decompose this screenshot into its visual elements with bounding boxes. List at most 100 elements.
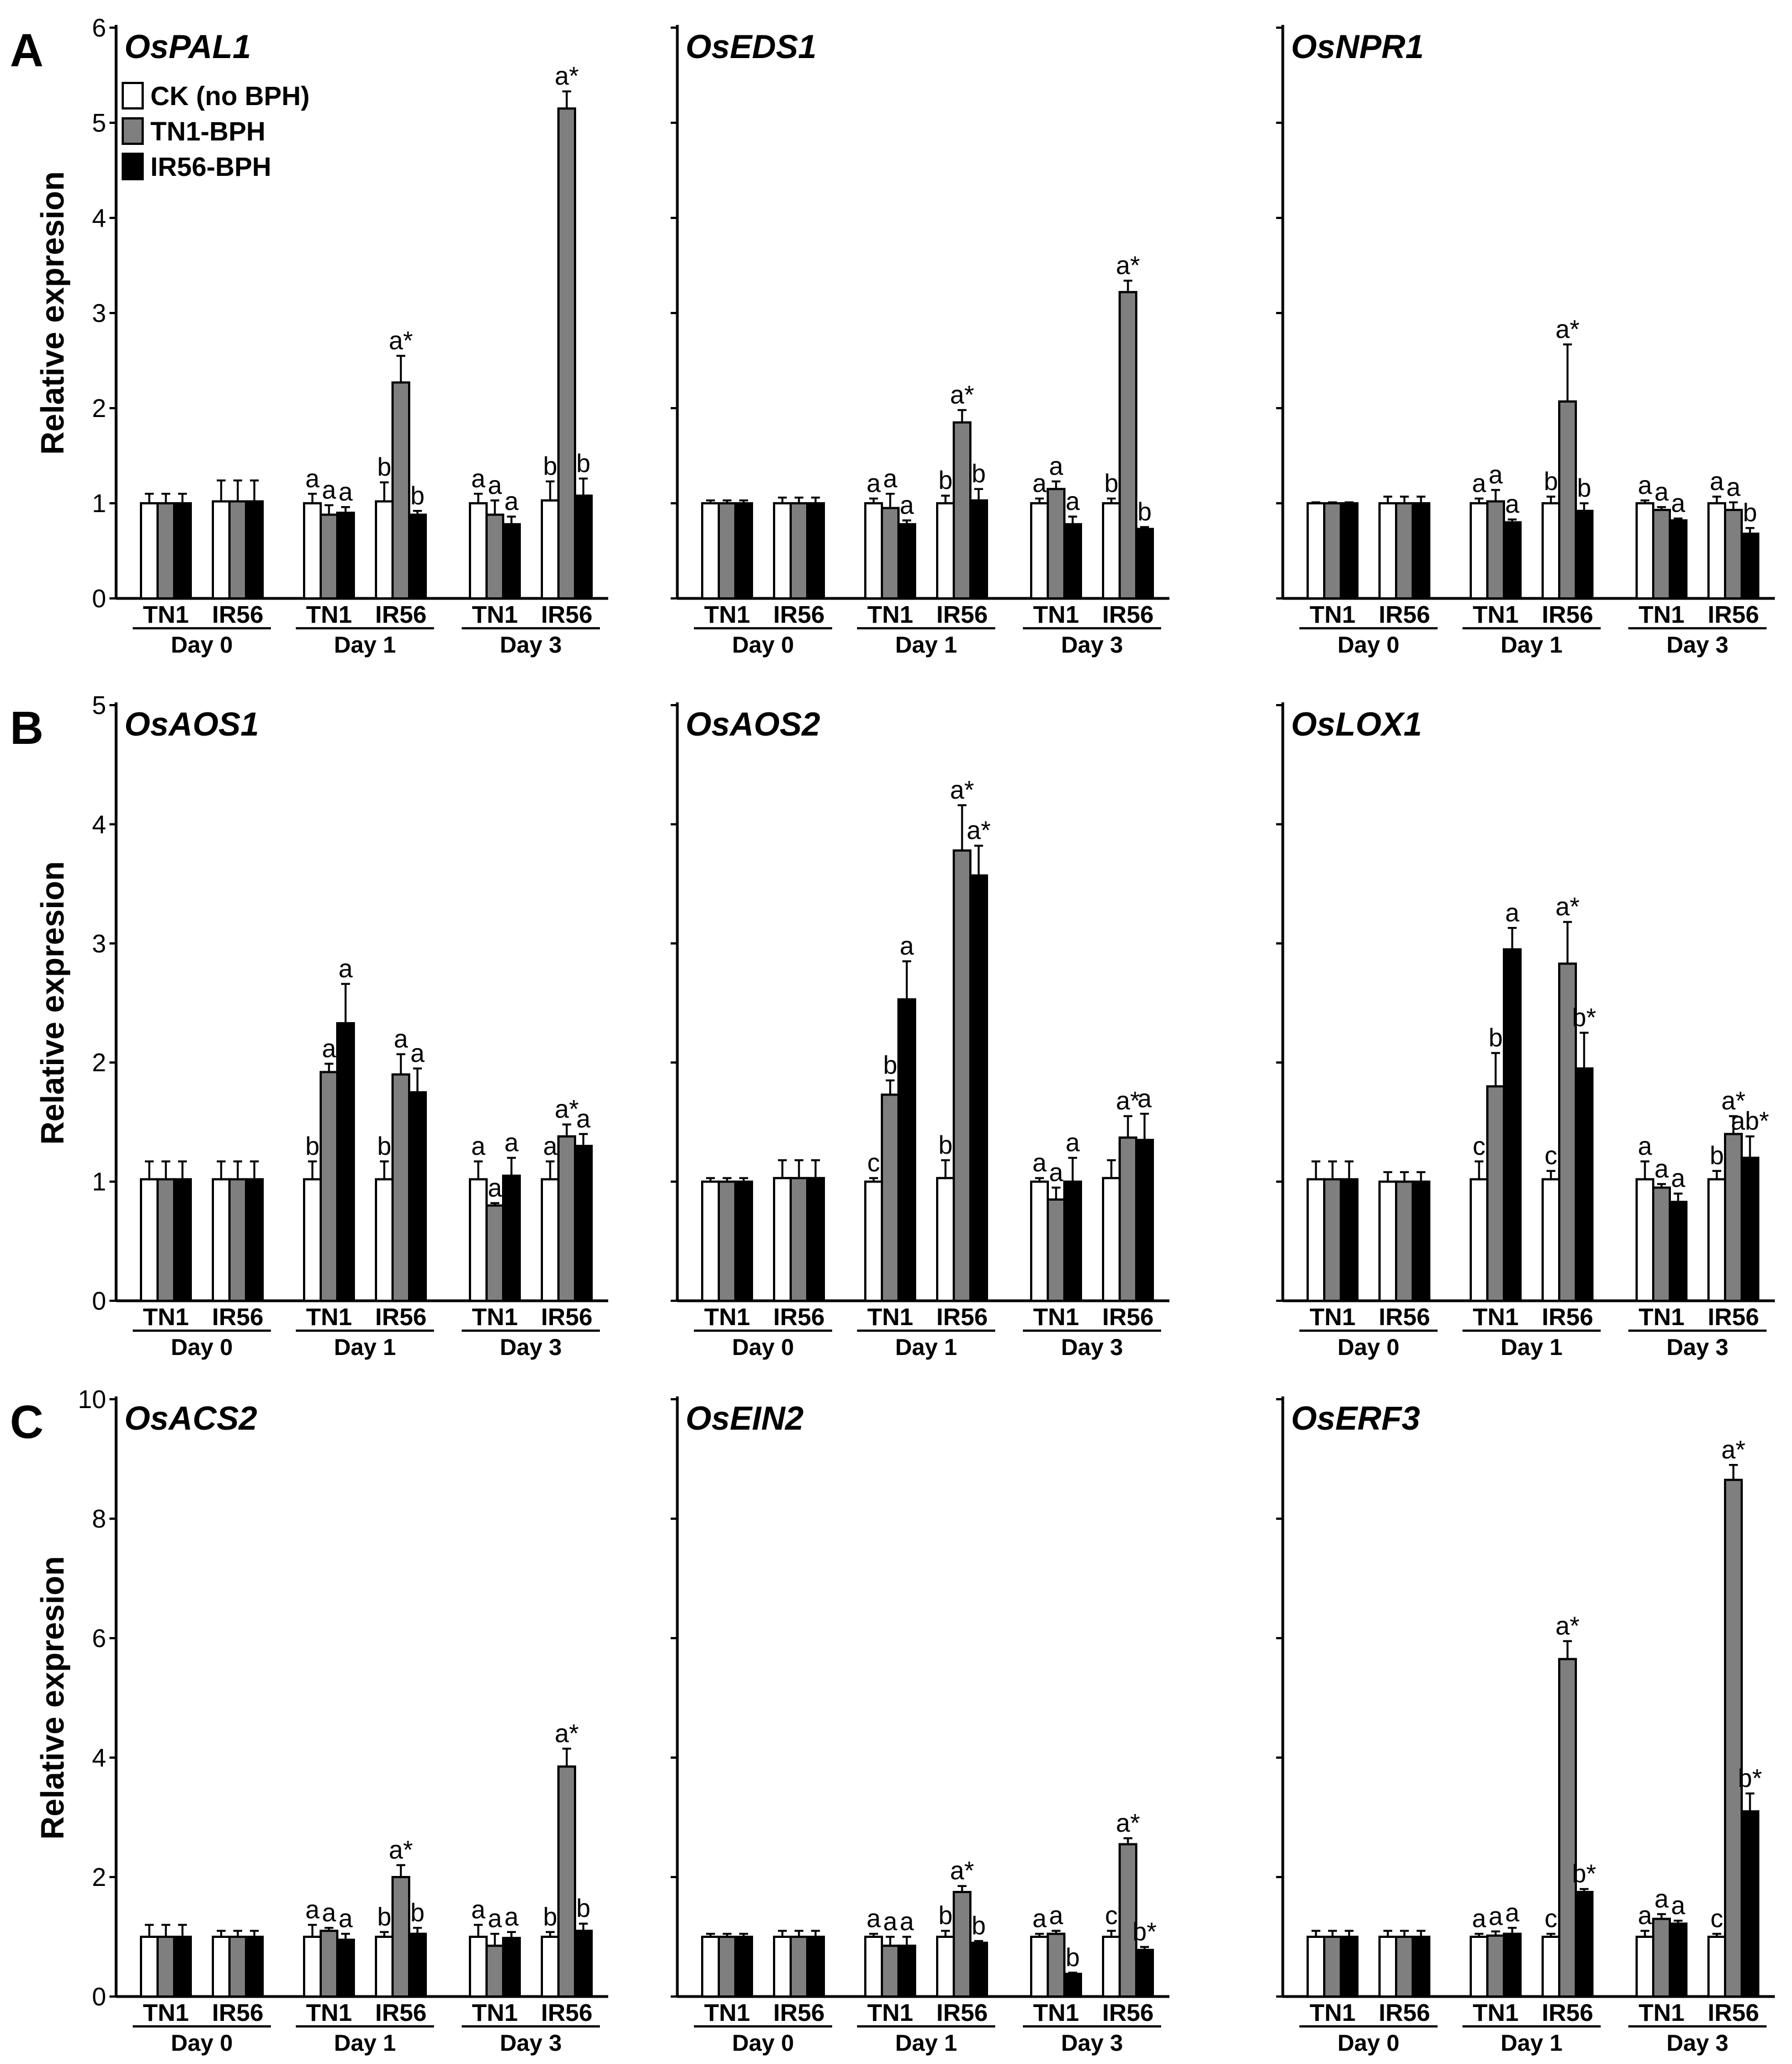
bar (1652, 1917, 1671, 1998)
gene-title: OsAOS2 (686, 706, 820, 743)
bar (375, 500, 394, 600)
bar (1135, 528, 1154, 600)
bar (1102, 502, 1121, 600)
x-tick-label: IR56 (1708, 1999, 1759, 2026)
bar (485, 1204, 504, 1302)
bar (701, 502, 720, 600)
bar (320, 1071, 338, 1302)
significance-label: a (1726, 472, 1741, 501)
day-label: Day 1 (334, 632, 396, 658)
y-tick-label: 6 (92, 1624, 106, 1653)
significance-label: a (394, 1024, 408, 1053)
bar (1378, 1936, 1397, 1998)
bar (734, 1936, 753, 1998)
significance-label: c (1473, 1132, 1486, 1160)
significance-label: a (1488, 1901, 1503, 1930)
significance-label: a (1032, 1148, 1047, 1177)
x-tick-label: TN1 (704, 1304, 750, 1331)
bar (1395, 1936, 1414, 1998)
bar (1119, 1843, 1137, 1998)
significance-label: a* (950, 775, 974, 804)
gene-title: OsERF3 (1291, 1400, 1420, 1437)
bar (1542, 502, 1560, 600)
significance-label: b (938, 1901, 953, 1930)
bar (1486, 1934, 1505, 1998)
significance-label: b (377, 452, 391, 481)
bar (1669, 1201, 1687, 1302)
significance-label: a (1671, 1891, 1685, 1920)
significance-label: c (1545, 1141, 1558, 1170)
significance-label: a* (950, 1856, 974, 1885)
bar (734, 1180, 753, 1302)
bar (734, 502, 753, 600)
panel-letter-C: C (10, 1396, 44, 1448)
significance-label: a* (1721, 1435, 1746, 1464)
x-tick-label: IR56 (212, 601, 264, 628)
significance-label: b (377, 1132, 391, 1160)
significance-label: a* (1555, 1611, 1580, 1640)
significance-label: a (305, 464, 320, 493)
row-A: A Relative expresion (10, 24, 71, 455)
significance-label: a (866, 468, 881, 497)
bar (1102, 1936, 1121, 1998)
bar (1135, 1139, 1154, 1302)
bar (864, 1936, 883, 1998)
significance-label: b* (1738, 1764, 1762, 1792)
x-tick-label: TN1 (704, 1999, 750, 2026)
bar (541, 1936, 560, 1998)
x-tick-label: IR56 (774, 1304, 825, 1331)
bar (408, 1932, 427, 1998)
bar (1030, 502, 1049, 600)
significance-label: b (1104, 468, 1119, 497)
bar (1378, 502, 1397, 600)
bar (1503, 521, 1522, 600)
significance-label: a (1472, 1904, 1486, 1933)
significance-label: c (1711, 1904, 1723, 1933)
significance-label: a (338, 477, 353, 506)
row-C: C Relative expresion (10, 1396, 71, 1839)
x-tick-label: IR56 (541, 601, 593, 628)
significance-label: b (938, 466, 953, 494)
bar (864, 1180, 883, 1302)
gene-title: OsNPR1 (1291, 28, 1424, 65)
significance-label: a* (1116, 251, 1140, 280)
x-tick-label: TN1 (1033, 601, 1079, 628)
y-tick-label: 0 (92, 1982, 106, 2011)
day-label: Day 1 (334, 1334, 396, 1360)
significance-label: a (1472, 468, 1486, 497)
day-label: Day 1 (895, 632, 957, 658)
bar (1307, 502, 1325, 600)
bar (1486, 500, 1505, 600)
x-tick-label: TN1 (1033, 1304, 1079, 1331)
bar (1395, 502, 1414, 600)
bar (1412, 1936, 1430, 1998)
bar (1030, 1936, 1049, 1998)
significance-label: a (1505, 898, 1519, 927)
bar (806, 502, 825, 600)
bar (1575, 1891, 1594, 1998)
bar (140, 502, 159, 600)
bar (1741, 1156, 1759, 1302)
x-tick-label: TN1 (472, 1304, 518, 1331)
significance-label: a (1671, 489, 1685, 518)
day-label: Day 1 (895, 2030, 957, 2056)
bar (391, 381, 410, 600)
bar (1724, 1478, 1743, 1998)
gene-title: OsAOS1 (124, 706, 259, 743)
bar (881, 507, 900, 600)
bar (1636, 1936, 1654, 1998)
bar (790, 1936, 808, 1998)
significance-label: b (883, 1051, 897, 1080)
bar (574, 1930, 593, 1998)
significance-label: b (1710, 1141, 1724, 1170)
bar (1652, 1186, 1671, 1302)
bar (1724, 509, 1743, 600)
bar (1063, 1180, 1082, 1302)
bar (1707, 1178, 1726, 1302)
bar (245, 1936, 264, 1998)
x-tick-label: IR56 (1103, 1304, 1154, 1331)
day-label: Day 0 (171, 632, 233, 658)
bar (1395, 1180, 1414, 1302)
